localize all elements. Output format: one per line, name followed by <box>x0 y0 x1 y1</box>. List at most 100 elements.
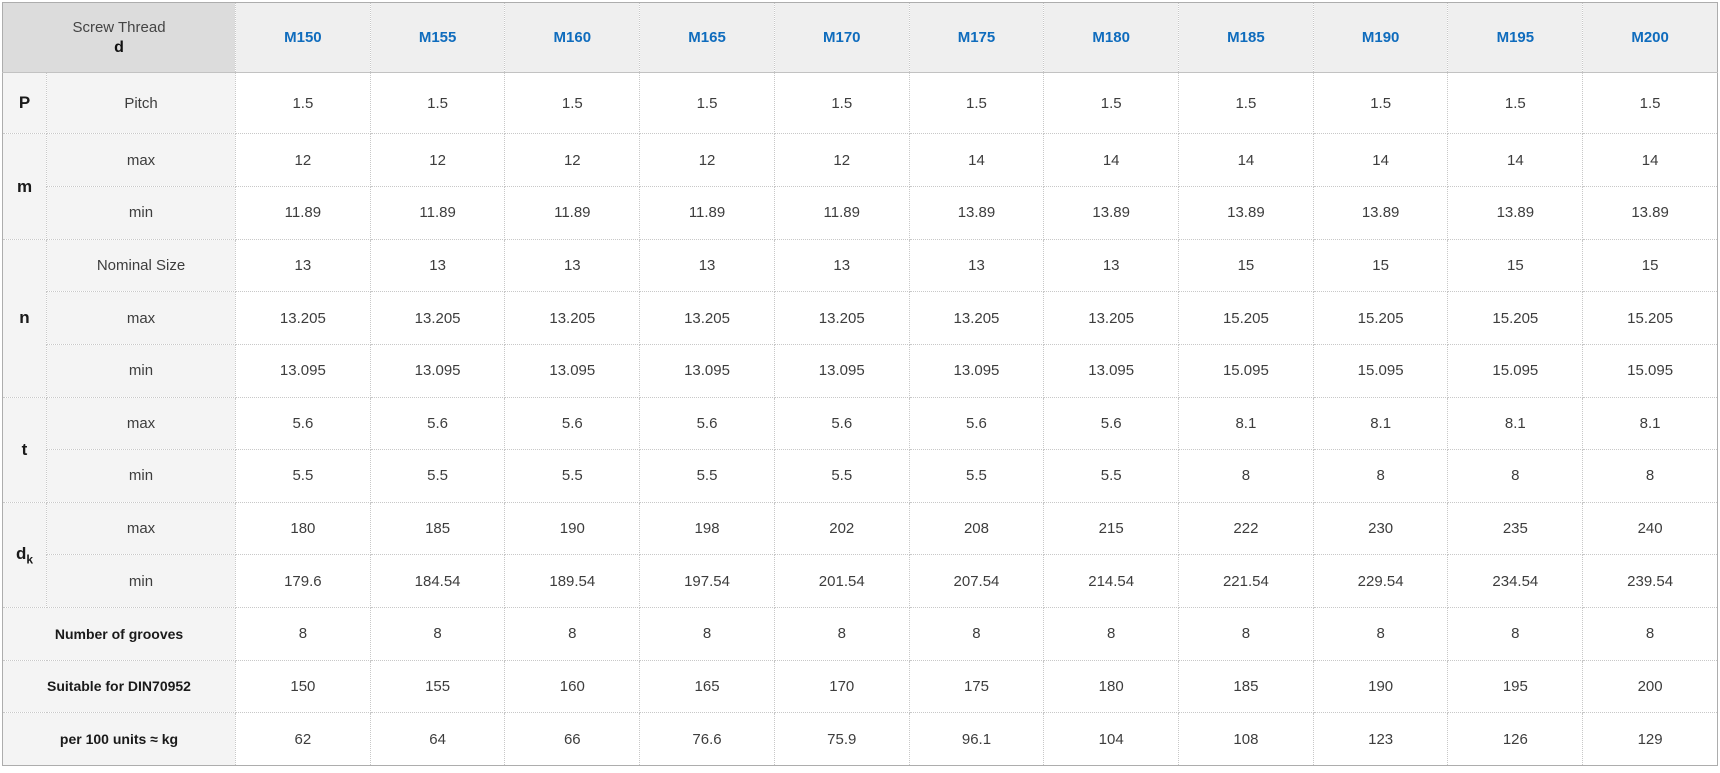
data-cell: 12 <box>639 133 775 188</box>
table-row: min 13.095 13.095 13.095 13.095 13.095 13.095 1… <box>3 343 1718 398</box>
data-cell: 170 <box>773 659 910 714</box>
data-cell: 13.095 <box>773 343 910 398</box>
row-label-number-of-grooves: Number of grooves <box>1 607 237 661</box>
data-cell: 8 <box>1178 449 1314 503</box>
data-cell: 13.095 <box>908 343 1045 398</box>
data-cell: 13.205 <box>1043 291 1180 345</box>
data-cell: 11.89 <box>639 186 775 240</box>
data-cell: 229.54 <box>1312 554 1449 609</box>
row-group-label-text: t <box>21 439 28 459</box>
data-cell: 190 <box>1312 659 1449 714</box>
col-header-m150[interactable]: M150 <box>235 2 371 73</box>
data-cell: 13.89 <box>1582 186 1718 240</box>
data-cell: 12 <box>235 133 371 188</box>
data-cell: 5.6 <box>908 396 1045 451</box>
col-header-m175[interactable]: M175 <box>908 2 1045 73</box>
data-cell: 8 <box>1447 607 1584 661</box>
data-cell: 13 <box>235 238 371 293</box>
data-cell: 5.6 <box>369 396 506 451</box>
data-cell: 1.5 <box>369 71 506 135</box>
col-header-m165[interactable]: M165 <box>639 2 775 73</box>
data-cell: 184.54 <box>369 554 506 609</box>
data-cell: 198 <box>639 501 775 556</box>
data-cell: 5.5 <box>639 449 775 503</box>
data-cell: 13.205 <box>908 291 1045 345</box>
col-header-m160[interactable]: M160 <box>504 2 641 73</box>
col-header-m185[interactable]: M185 <box>1178 2 1314 73</box>
data-cell: 126 <box>1447 712 1584 766</box>
data-cell: 15.095 <box>1312 343 1449 398</box>
data-cell: 179.6 <box>235 554 371 609</box>
data-cell: 15.095 <box>1582 343 1718 398</box>
row-sub-label: max <box>45 396 237 451</box>
data-cell: 15.205 <box>1312 291 1449 345</box>
data-cell: 240 <box>1582 501 1718 556</box>
data-cell: 8.1 <box>1312 396 1449 451</box>
row-sub-label: max <box>45 501 237 556</box>
col-header-m170[interactable]: M170 <box>773 2 910 73</box>
data-cell: 1.5 <box>908 71 1045 135</box>
data-cell: 104 <box>1043 712 1180 766</box>
col-header-m190[interactable]: M190 <box>1312 2 1449 73</box>
data-cell: 11.89 <box>773 186 910 240</box>
data-cell: 13.205 <box>369 291 506 345</box>
data-cell: 13 <box>773 238 910 293</box>
data-cell: 66 <box>504 712 641 766</box>
col-header-m200[interactable]: M200 <box>1582 2 1718 73</box>
data-cell: 14 <box>908 133 1045 188</box>
data-cell: 200 <box>1582 659 1718 714</box>
data-cell: 13.205 <box>639 291 775 345</box>
data-cell: 8 <box>369 607 506 661</box>
data-cell: 12 <box>504 133 641 188</box>
row-sub-label: max <box>45 133 237 188</box>
data-cell: 76.6 <box>639 712 775 766</box>
table-row: P Pitch 1.5 1.5 1.5 1.5 1.5 1.5 1.5 1.5 1.5 1.5 1.5 <box>2 71 1718 135</box>
data-cell: 5.5 <box>504 449 641 503</box>
data-cell: 15.095 <box>1178 343 1314 398</box>
data-cell: 185 <box>1178 659 1314 714</box>
data-cell: 123 <box>1312 712 1449 766</box>
row-group-label-t: t <box>2 396 47 503</box>
data-cell: 8 <box>773 607 910 661</box>
data-cell: 13.095 <box>639 343 775 398</box>
data-cell: 5.5 <box>369 449 506 503</box>
data-cell: 13.89 <box>1043 186 1180 240</box>
data-cell: 215 <box>1043 501 1180 556</box>
data-cell: 13.89 <box>1447 186 1584 240</box>
data-cell: 14 <box>1582 133 1718 188</box>
data-cell: 13.095 <box>504 343 641 398</box>
data-cell: 8 <box>235 607 371 661</box>
data-cell: 160 <box>504 659 641 714</box>
data-cell: 5.6 <box>639 396 775 451</box>
table-row: min 5.5 5.5 5.5 5.5 5.5 5.5 5.5 8 8 8 8 <box>3 449 1718 503</box>
row-group-label-text: d <box>15 543 27 563</box>
col-header-m195[interactable]: M195 <box>1447 2 1584 73</box>
col-header-m180[interactable]: M180 <box>1043 2 1180 73</box>
data-cell: 5.5 <box>235 449 371 503</box>
data-cell: 13.89 <box>908 186 1045 240</box>
table-row: Number of grooves 8 8 8 8 8 8 8 8 8 8 8 <box>1 607 1718 661</box>
data-cell: 214.54 <box>1043 554 1180 609</box>
data-cell: 13 <box>1043 238 1180 293</box>
data-cell: 11.89 <box>235 186 371 240</box>
data-cell: 180 <box>235 501 371 556</box>
row-sub-label: max <box>45 291 237 345</box>
data-cell: 1.5 <box>1312 71 1449 135</box>
data-cell: 230 <box>1312 501 1449 556</box>
data-cell: 8 <box>1447 449 1584 503</box>
row-sub-label: min <box>45 554 237 609</box>
row-group-label-n: n <box>2 238 47 398</box>
data-cell: 208 <box>908 501 1045 556</box>
table-row: dk max 180 185 190 198 202 208 215 222 230 235 240 <box>2 501 1718 609</box>
data-cell: 8 <box>1178 607 1314 661</box>
col-header-m155[interactable]: M155 <box>369 2 506 73</box>
data-cell: 5.6 <box>235 396 371 451</box>
data-cell: 234.54 <box>1447 554 1584 609</box>
data-cell: 1.5 <box>1043 71 1180 135</box>
data-cell: 1.5 <box>639 71 775 135</box>
data-cell: 197.54 <box>639 554 775 609</box>
row-sub-label: min <box>45 343 237 398</box>
row-group-label-subscript: k <box>26 552 34 567</box>
data-cell: 8.1 <box>1582 396 1718 451</box>
